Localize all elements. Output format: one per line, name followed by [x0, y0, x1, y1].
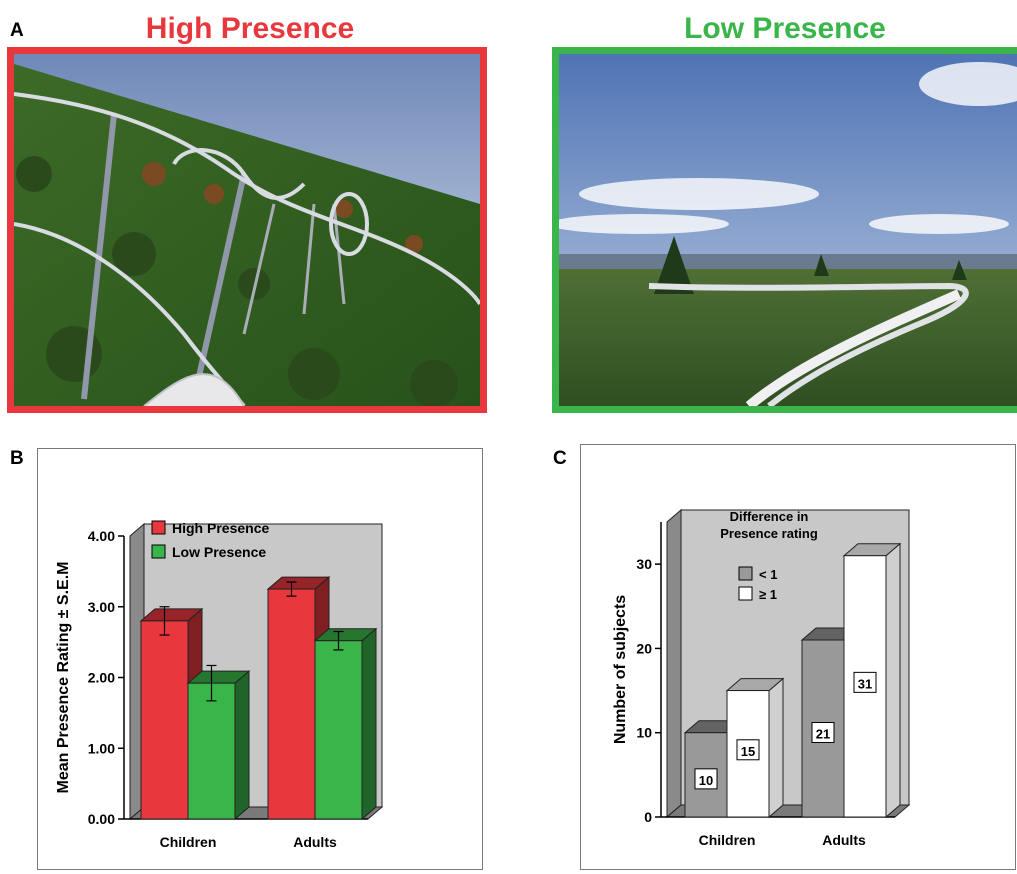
bar-side	[234, 670, 250, 821]
bar	[187, 682, 236, 820]
low-presence-title: Low Presence	[684, 12, 886, 45]
low-presence-scene-drawing	[559, 54, 1017, 406]
chart-c-frame: 0 10 20 30 Number of subjects Children 10 15 Adu…	[580, 444, 1016, 870]
bar-side	[768, 677, 784, 819]
legend-swatch	[151, 520, 166, 535]
bar	[140, 620, 189, 820]
bar-side	[361, 627, 377, 821]
high-presence-title: High Presence	[145, 12, 355, 45]
y-tick-label: 4.00	[88, 528, 115, 544]
data-label: 15	[741, 744, 755, 759]
data-label-box	[853, 671, 877, 693]
data-label-box	[811, 722, 835, 743]
y-tick-label: 20	[636, 640, 652, 656]
legend-swatch	[151, 544, 166, 559]
y-tick-label: 0	[644, 809, 652, 825]
bar-side	[885, 542, 901, 819]
legend-title: Difference in	[730, 509, 809, 524]
high-presence-scene-drawing	[14, 54, 480, 406]
data-label-box	[694, 768, 718, 790]
y-axis-label: Mean Presence Rating ± S.E.M	[55, 562, 72, 794]
legend-label: Low Presence	[172, 544, 266, 560]
panel-a-letter: A	[10, 20, 24, 41]
presence-rating-chart: 0.00 1.00 2.00 3.00 4.00 Mean Presence Rating…	[55, 520, 384, 850]
chart-side-wall	[666, 508, 682, 819]
data-label-box	[736, 739, 760, 761]
chart-b-frame: 0.00 1.00 2.00 3.00 4.00 Mean Presence Rating…	[37, 448, 483, 870]
data-label: 21	[816, 727, 830, 742]
y-tick-label: 3.00	[88, 599, 115, 615]
y-tick-label: 2.00	[88, 670, 115, 686]
bar	[267, 588, 316, 820]
legend-swatch	[738, 586, 753, 601]
panel-b-letter: B	[10, 448, 24, 469]
y-tick-label: 30	[636, 556, 652, 572]
y-tick-label: 0.00	[88, 811, 115, 827]
legend-label: ≥ 1	[759, 587, 777, 602]
legend-label: High Presence	[172, 520, 269, 536]
data-label: 31	[858, 676, 872, 691]
legend-swatch	[738, 566, 753, 581]
low-presence-scene-image	[552, 47, 1017, 413]
panel-c-letter: C	[553, 448, 567, 469]
y-axis-label: Number of subjects	[612, 595, 629, 744]
data-label: 10	[699, 773, 713, 788]
x-tick-label: Children	[699, 832, 756, 848]
x-tick-label: Adults	[293, 834, 337, 850]
subjects-count-chart: 0 10 20 30 Number of subjects Children 10 15 Adu…	[612, 508, 911, 848]
legend-label: < 1	[759, 567, 777, 582]
x-tick-label: Children	[160, 834, 217, 850]
x-tick-label: Adults	[822, 832, 866, 848]
y-tick-label: 1.00	[88, 740, 115, 756]
y-tick-label: 10	[636, 725, 652, 741]
legend-title: Presence rating	[720, 526, 818, 541]
high-presence-scene-image	[7, 47, 487, 413]
bar	[314, 640, 363, 820]
